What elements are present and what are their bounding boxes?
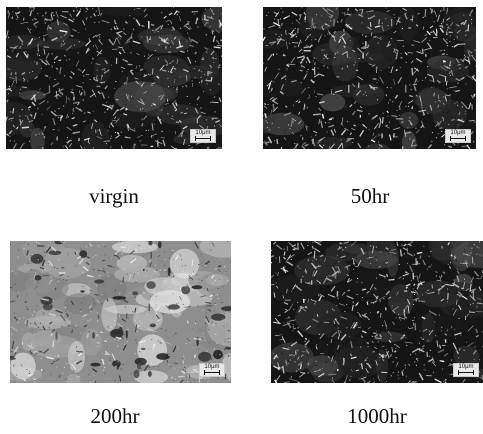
scale-bar-label: 10μm bbox=[450, 130, 466, 136]
caption-1000hr: 1000hr bbox=[347, 404, 407, 428]
micrograph-200hr: 10μm bbox=[10, 241, 231, 383]
caption-200hr: 200hr bbox=[90, 404, 140, 428]
micrograph-virgin: 10μm bbox=[6, 7, 222, 149]
scale-bar: 10μm bbox=[190, 129, 216, 143]
micrograph-50hr: 10μm bbox=[263, 7, 476, 149]
micrograph-texture bbox=[271, 241, 483, 383]
scale-bar-label: 10μm bbox=[195, 130, 211, 136]
scale-bar: 10μm bbox=[445, 129, 471, 143]
scale-bar-label: 10μm bbox=[204, 364, 220, 370]
caption-virgin: virgin bbox=[89, 184, 139, 208]
micrograph-texture bbox=[263, 7, 476, 149]
caption-50hr: 50hr bbox=[350, 184, 390, 208]
micrograph-1000hr: 10μm bbox=[271, 241, 483, 383]
scale-bar: 10μm bbox=[199, 363, 225, 377]
scale-bar: 10μm bbox=[453, 363, 479, 377]
micrograph-texture bbox=[6, 7, 222, 149]
scale-bar-label: 10μm bbox=[458, 364, 474, 370]
micrograph-texture bbox=[10, 241, 231, 383]
